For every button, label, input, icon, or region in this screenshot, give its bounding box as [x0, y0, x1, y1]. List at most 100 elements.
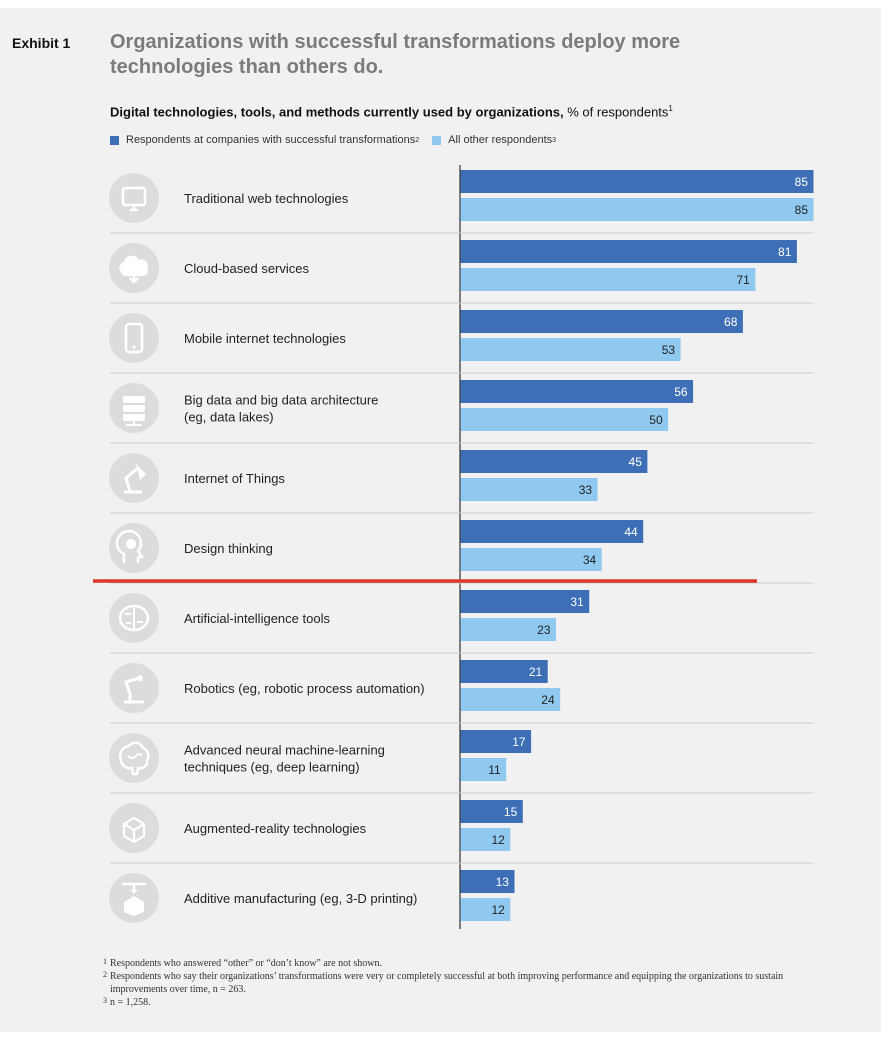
category-label-line: Mobile internet technologies [184, 331, 346, 346]
legend-footnote-mark-successful: 2 [415, 136, 420, 144]
bar-successful [460, 660, 548, 683]
3d-printer-icon [109, 873, 159, 923]
bar-successful [460, 870, 515, 893]
category-label: Internet of Things [184, 471, 285, 486]
value-label-others: 23 [537, 623, 551, 637]
category-label-line: Additive manufacturing (eg, 3-D printing… [184, 891, 417, 906]
value-label-others: 11 [488, 763, 501, 777]
value-label-successful: 21 [529, 665, 543, 679]
category-label-line: Advanced neural machine-learning [184, 743, 385, 758]
bar-successful [460, 730, 532, 753]
legend-item-successful: Respondents at companies with successful… [110, 134, 419, 146]
smartphone-icon [109, 313, 159, 363]
icon-circle [109, 803, 159, 853]
value-label-others: 85 [795, 203, 809, 217]
bar-successful [460, 520, 644, 543]
footnote-text: Respondents who say their organizations’… [110, 971, 784, 995]
icon-circle [109, 663, 159, 713]
bar-successful [460, 170, 814, 193]
bar-others [460, 478, 598, 501]
category-label: Augmented-reality technologies [184, 821, 367, 836]
bar-successful [460, 590, 590, 613]
value-label-others: 33 [579, 483, 593, 497]
category-label-line: Augmented-reality technologies [184, 821, 367, 836]
chart-subtitle: Digital technologies, tools, and methods… [110, 104, 673, 119]
robot-arm-icon [109, 663, 159, 713]
value-label-others: 71 [736, 273, 750, 287]
category-label: Artificial-intelligence tools [184, 611, 330, 626]
category-label: Mobile internet technologies [184, 331, 346, 346]
footnote-text: Respondents who answered “other” or “don… [110, 958, 382, 969]
brain-circuit-icon [109, 593, 159, 643]
bar-successful [460, 450, 648, 473]
monitor-icon [109, 173, 159, 223]
category-label-line: (eg, data lakes) [184, 410, 274, 425]
category-label-line: Design thinking [184, 541, 273, 556]
footnote-text: n = 1,258. [110, 997, 151, 1008]
lightbulb-head-icon [109, 523, 159, 573]
legend-item-others: All other respondents 3 [432, 134, 556, 146]
bar-others [460, 268, 756, 291]
category-label: Traditional web technologies [184, 191, 349, 206]
legend: Respondents at companies with successful… [110, 134, 566, 148]
legend-swatch-successful [110, 135, 119, 145]
value-label-successful: 44 [624, 525, 638, 539]
page-title: Organizations with successful transforma… [110, 31, 681, 78]
legend-swatch-others [432, 135, 442, 145]
cloud-icon [109, 243, 159, 293]
value-label-successful: 17 [512, 735, 526, 749]
category-label: Big data and big data architecture (eg, d… [184, 393, 378, 425]
subtitle-unit: % of respondents [563, 104, 669, 120]
category-label-line: Traditional web technologies [184, 191, 349, 206]
footnote-1: 1 Respondents who answered “other” or “do… [103, 957, 823, 970]
bar-others [460, 618, 557, 641]
bar-others [460, 408, 669, 431]
value-label-others: 24 [541, 693, 555, 707]
bar-others [460, 688, 561, 711]
category-label-line: Cloud-based services [184, 261, 310, 276]
footnote-mark: 1 [103, 957, 107, 966]
footnote-mark: 2 [103, 970, 107, 979]
category-label: Design thinking [184, 541, 273, 556]
category-label: Additive manufacturing (eg, 3-D printing… [184, 891, 417, 906]
footnotes: 1 Respondents who answered “other” or “do… [103, 957, 823, 1009]
legend-footnote-mark-others: 3 [552, 136, 557, 144]
category-label: Robotics (eg, robotic process automation… [184, 681, 425, 696]
bar-others [460, 828, 511, 851]
icon-circle [109, 453, 159, 503]
value-label-successful: 68 [724, 315, 738, 329]
bar-others [460, 198, 814, 221]
category-label-line: Artificial-intelligence tools [184, 611, 330, 626]
legend-label-successful: Respondents at companies with successful… [126, 134, 416, 146]
bar-successful [460, 800, 523, 823]
category-label-line: Robotics (eg, robotic process automation… [184, 681, 425, 696]
value-label-others: 34 [583, 553, 597, 567]
subtitle-footnote-mark: 1 [668, 104, 673, 113]
icon-circle [109, 173, 159, 223]
category-label: Cloud-based services [184, 261, 310, 276]
footnote-mark: 3 [103, 996, 107, 1005]
value-label-successful: 15 [504, 805, 518, 819]
bar-others [460, 548, 602, 571]
category-label-line: Big data and big data architecture [184, 393, 378, 408]
ar-cube-icon [109, 803, 159, 853]
value-label-successful: 56 [674, 385, 688, 399]
value-label-others: 53 [662, 343, 676, 357]
exhibit-label: Exhibit 1 [12, 35, 71, 51]
value-label-successful: 31 [570, 595, 584, 609]
server-icon [109, 383, 159, 433]
value-label-others: 50 [649, 413, 663, 427]
legend-label-others: All other respondents [448, 134, 553, 146]
category-label: Advanced neural machine-learning techniqu… [184, 743, 385, 775]
icon-circle [109, 313, 159, 363]
value-label-others: 12 [491, 833, 505, 847]
subtitle-bold: Digital technologies, tools, and methods… [110, 104, 564, 120]
value-label-successful: 13 [496, 875, 510, 889]
value-label-successful: 85 [795, 175, 809, 189]
bar-successful [460, 240, 797, 263]
brain-icon [109, 733, 159, 783]
bar-others [460, 758, 507, 781]
footnote-2: 2 Respondents who say their organizations… [103, 970, 823, 996]
